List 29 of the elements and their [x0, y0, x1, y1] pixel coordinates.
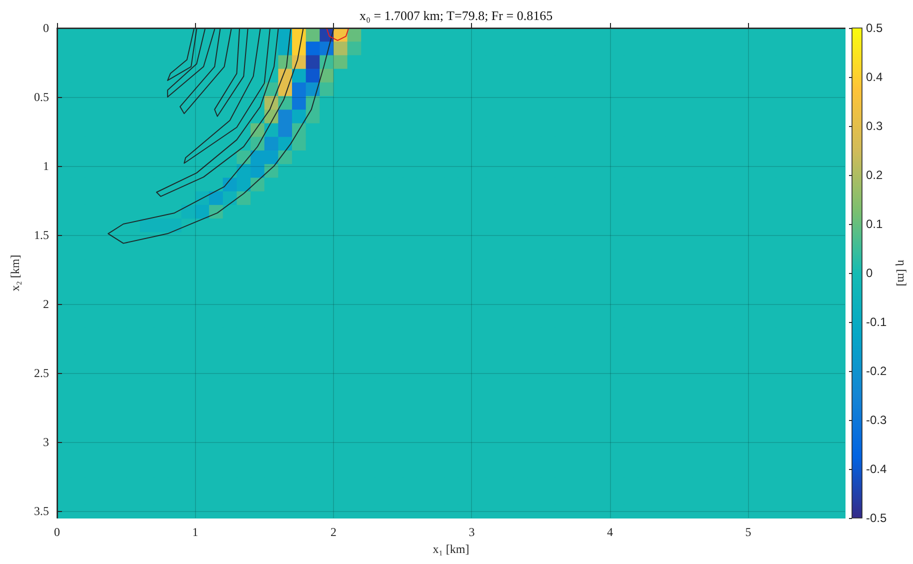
- color-bar-label: -0.1: [866, 315, 888, 329]
- x-tick-label: 2: [330, 525, 336, 539]
- x-tick-label: 3: [468, 525, 475, 539]
- y-tick-label: 0.5: [34, 90, 49, 104]
- y-tick-label: 1.5: [34, 228, 49, 242]
- color-bar-label: 0.2: [866, 168, 884, 182]
- color-bar-label: -0.2: [866, 364, 888, 378]
- x-axis-title: x₁ [km]: [432, 542, 470, 556]
- y-tick-label: 3: [43, 435, 49, 450]
- y-axis-title: x₂ [km]: [8, 254, 22, 292]
- color-bar-label: 0.4: [866, 70, 884, 84]
- color-bar-label: -0.5: [866, 511, 888, 525]
- y-tick-label: 1: [43, 159, 49, 174]
- x-tick-label: 0: [54, 525, 60, 539]
- y-tick-label: 2.5: [34, 366, 49, 380]
- x-tick-label: 1: [192, 525, 198, 539]
- color-bar-title: η [m]: [895, 260, 909, 286]
- chart-title: x₀ = 1.7007 km; T=79.8; Fr = 0.8165: [359, 8, 553, 23]
- color-bar-label: 0.1: [866, 217, 884, 231]
- color-bar-label: 0.5: [866, 21, 884, 35]
- color-bar-label: 0.3: [866, 119, 884, 133]
- color-bar-label: 0: [866, 266, 873, 280]
- color-bar-label: -0.3: [866, 413, 888, 427]
- y-tick-label: 3.5: [34, 504, 49, 518]
- color-bar-label: -0.4: [866, 462, 888, 476]
- y-tick-label: 2: [43, 297, 49, 312]
- x-tick-label: 5: [745, 525, 752, 539]
- x-tick-label: 4: [606, 525, 613, 539]
- y-tick-label: 0: [43, 21, 49, 35]
